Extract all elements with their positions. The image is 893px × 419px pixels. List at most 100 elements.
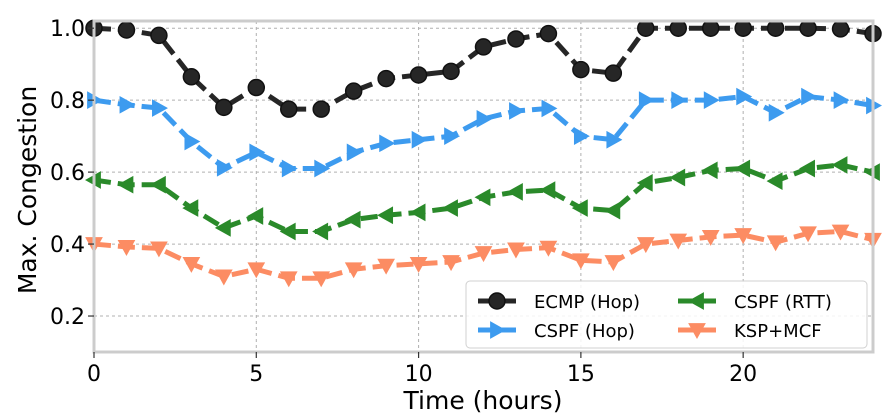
data-point-cspf-rtt xyxy=(442,199,458,217)
legend-swatch-marker xyxy=(688,323,706,340)
series-layer xyxy=(84,19,883,288)
plot-frame xyxy=(92,19,875,354)
data-point-ksp-mcf xyxy=(117,240,136,256)
data-point-ecmp-hop xyxy=(669,19,687,37)
data-point-cspf-hop xyxy=(541,99,558,118)
x-tick-label: 10 xyxy=(405,362,433,387)
series-line-cspf-hop xyxy=(93,94,874,172)
data-point-cspf-rtt xyxy=(539,181,556,199)
data-point-ecmp-hop xyxy=(312,100,330,118)
data-point-ecmp-hop xyxy=(831,20,850,38)
data-point-cspf-rtt xyxy=(214,219,231,237)
data-point-cspf-hop xyxy=(509,102,525,120)
legend-label: KSP+MCF xyxy=(734,321,822,342)
data-point-ecmp-hop xyxy=(215,98,233,117)
series-ecmp-hop xyxy=(85,19,882,118)
data-point-ecmp-hop xyxy=(539,24,558,43)
data-point-ksp-mcf xyxy=(701,229,720,246)
data-point-cspf-hop xyxy=(184,132,201,151)
data-point-cspf-hop xyxy=(379,134,396,153)
data-point-cspf-hop xyxy=(249,143,266,162)
legend-entry-ecmp-hop: ECMP (Hop) xyxy=(478,292,640,313)
data-point-cspf-hop xyxy=(281,159,298,178)
data-point-ecmp-hop xyxy=(280,100,298,118)
data-point-cspf-rtt xyxy=(506,183,523,201)
data-point-cspf-hop xyxy=(314,159,331,178)
data-point-ecmp-hop xyxy=(799,19,817,37)
data-point-ecmp-hop xyxy=(182,68,201,86)
x-tick-label: 0 xyxy=(87,362,101,387)
data-point-cspf-rtt xyxy=(734,159,751,178)
data-point-ecmp-hop xyxy=(604,64,623,82)
legend: ECMP (Hop) CSPF (RTT) CSPF (Hop) KSP+MCF xyxy=(465,280,868,349)
y-tick-label: 0.8 xyxy=(50,89,85,114)
data-point-ecmp-hop xyxy=(409,66,428,84)
data-point-cspf-rtt xyxy=(377,206,394,225)
legend-label: CSPF (Hop) xyxy=(534,321,635,342)
y-tick-label: 0.2 xyxy=(50,305,85,330)
data-point-cspf-hop xyxy=(801,87,818,106)
data-point-ecmp-hop xyxy=(474,38,493,56)
tick-labels: 0 5 10 15 20 0.2 0.4 0.6 0.8 1.0 xyxy=(50,17,757,387)
data-point-ecmp-hop xyxy=(734,19,752,37)
data-point-ecmp-hop xyxy=(507,30,525,48)
data-point-ecmp-hop xyxy=(442,62,460,81)
data-point-cspf-hop xyxy=(833,91,850,110)
data-point-cspf-hop xyxy=(703,91,720,110)
data-point-cspf-hop xyxy=(216,158,233,177)
data-point-ksp-mcf xyxy=(409,256,428,273)
data-point-cspf-hop xyxy=(476,110,493,128)
data-point-ksp-mcf xyxy=(799,226,817,243)
legend-box xyxy=(465,280,868,349)
data-point-cspf-hop xyxy=(152,99,168,117)
data-point-cspf-rtt xyxy=(117,175,134,194)
x-axis-label: Time (hours) xyxy=(403,386,563,415)
legend-swatch-marker xyxy=(687,292,704,310)
data-point-ecmp-hop xyxy=(150,26,168,45)
data-point-cspf-rtt xyxy=(247,207,264,225)
data-point-cspf-rtt xyxy=(279,222,296,241)
data-point-cspf-rtt xyxy=(571,199,588,217)
data-point-cspf-rtt xyxy=(409,203,426,222)
data-point-ksp-mcf xyxy=(572,253,590,270)
data-point-ksp-mcf xyxy=(604,255,623,272)
data-point-ecmp-hop xyxy=(247,78,266,97)
data-point-cspf-hop xyxy=(346,143,363,162)
data-point-ksp-mcf xyxy=(442,255,460,272)
data-point-cspf-hop xyxy=(736,87,753,106)
data-point-ksp-mcf xyxy=(377,258,395,275)
data-point-cspf-rtt xyxy=(766,172,783,190)
data-point-ecmp-hop xyxy=(344,82,363,100)
data-point-ksp-mcf xyxy=(344,262,363,279)
data-point-cspf-rtt xyxy=(799,159,815,178)
data-point-ecmp-hop xyxy=(117,21,136,39)
data-point-cspf-hop xyxy=(606,130,623,149)
data-point-ksp-mcf xyxy=(766,235,785,252)
data-point-cspf-rtt xyxy=(604,201,621,220)
data-point-cspf-rtt xyxy=(636,174,653,192)
legend-swatch-marker xyxy=(490,321,507,339)
x-tick-label: 15 xyxy=(567,362,595,387)
data-point-cspf-rtt xyxy=(182,199,199,217)
data-point-ecmp-hop xyxy=(701,19,720,37)
series-ksp-mcf xyxy=(85,224,882,288)
data-point-ecmp-hop xyxy=(572,60,590,79)
data-point-cspf-hop xyxy=(119,95,136,114)
y-tick-label: 0.6 xyxy=(50,161,85,186)
data-point-cspf-rtt xyxy=(344,210,361,229)
data-point-ksp-mcf xyxy=(182,256,201,273)
data-point-ksp-mcf xyxy=(669,233,688,250)
data-point-ksp-mcf xyxy=(636,237,655,254)
data-point-ecmp-hop xyxy=(377,69,395,88)
y-tick-label: 0.4 xyxy=(50,233,85,258)
data-point-ksp-mcf xyxy=(150,241,168,258)
data-point-ksp-mcf xyxy=(507,242,525,259)
data-point-ecmp-hop xyxy=(766,19,785,37)
x-tick-label: 5 xyxy=(249,362,263,387)
data-point-ksp-mcf xyxy=(539,240,558,257)
data-point-ksp-mcf xyxy=(734,228,753,245)
data-point-cspf-rtt xyxy=(312,222,329,241)
data-point-cspf-rtt xyxy=(701,161,718,180)
x-tick-label: 20 xyxy=(729,362,757,387)
